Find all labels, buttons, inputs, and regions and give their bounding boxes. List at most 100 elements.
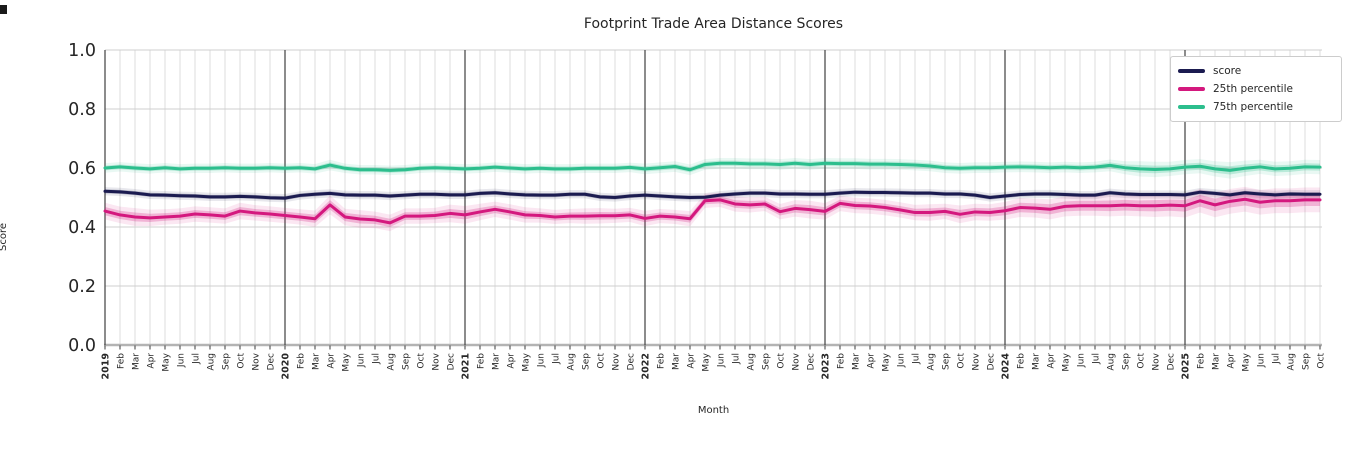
legend-label: 25th percentile xyxy=(1213,83,1293,95)
svg-text:Sep: Sep xyxy=(1122,353,1132,370)
svg-text:Jun: Jun xyxy=(177,353,187,368)
screen-artifact xyxy=(0,5,7,14)
svg-text:Nov: Nov xyxy=(792,352,802,370)
data-lines xyxy=(103,161,1322,225)
svg-text:Apr: Apr xyxy=(867,353,877,369)
svg-text:Nov: Nov xyxy=(432,352,442,370)
svg-text:2022: 2022 xyxy=(641,353,652,379)
svg-text:Jul: Jul xyxy=(1272,353,1282,365)
svg-text:Sep: Sep xyxy=(402,353,412,370)
svg-text:Mar: Mar xyxy=(492,353,502,370)
svg-text:Jun: Jun xyxy=(357,353,367,368)
svg-text:Dec: Dec xyxy=(447,353,457,370)
svg-text:Apr: Apr xyxy=(687,353,697,369)
legend-label: score xyxy=(1213,65,1242,77)
y-axis-label: Score xyxy=(0,223,9,252)
svg-text:Sep: Sep xyxy=(762,353,772,370)
svg-text:Jul: Jul xyxy=(1092,353,1102,365)
svg-text:Dec: Dec xyxy=(987,353,997,370)
svg-text:Nov: Nov xyxy=(1152,352,1162,370)
svg-text:Jul: Jul xyxy=(552,353,562,365)
svg-text:Oct: Oct xyxy=(777,353,787,369)
svg-text:0.0: 0.0 xyxy=(68,336,96,356)
svg-text:Dec: Dec xyxy=(267,353,277,370)
svg-text:Aug: Aug xyxy=(747,353,757,371)
x-tick-marks xyxy=(104,345,1321,350)
svg-text:Jun: Jun xyxy=(897,353,907,368)
svg-text:0.6: 0.6 xyxy=(68,159,96,179)
svg-text:0.2: 0.2 xyxy=(68,277,96,297)
svg-text:2019: 2019 xyxy=(101,353,112,379)
svg-text:Oct: Oct xyxy=(237,353,247,369)
svg-text:Jun: Jun xyxy=(537,353,547,368)
svg-text:Aug: Aug xyxy=(207,353,217,371)
svg-text:Mar: Mar xyxy=(312,353,322,370)
svg-text:1.0: 1.0 xyxy=(68,41,96,61)
svg-text:2023: 2023 xyxy=(821,353,832,379)
svg-text:May: May xyxy=(1242,352,1252,371)
svg-text:2024: 2024 xyxy=(1001,353,1012,380)
svg-text:Jul: Jul xyxy=(372,353,382,365)
svg-text:Apr: Apr xyxy=(507,353,517,369)
svg-text:Sep: Sep xyxy=(222,353,232,370)
svg-text:Mar: Mar xyxy=(1212,353,1222,370)
svg-text:Aug: Aug xyxy=(1287,353,1297,371)
svg-text:Apr: Apr xyxy=(147,353,157,369)
svg-text:Feb: Feb xyxy=(1197,353,1207,369)
svg-text:Jun: Jun xyxy=(1257,353,1267,368)
svg-text:Apr: Apr xyxy=(327,353,337,369)
y-tick-labels: 0.0 0.2 0.4 0.6 0.8 1.0 xyxy=(68,41,96,356)
svg-text:Nov: Nov xyxy=(252,352,262,370)
svg-text:Oct: Oct xyxy=(417,353,427,369)
legend-label: 75th percentile xyxy=(1213,101,1293,113)
svg-text:Jul: Jul xyxy=(912,353,922,365)
svg-text:Dec: Dec xyxy=(807,353,817,370)
svg-text:Jul: Jul xyxy=(192,353,202,365)
svg-text:Feb: Feb xyxy=(297,353,307,369)
legend-line-swatch xyxy=(1178,105,1205,109)
svg-text:Feb: Feb xyxy=(477,353,487,369)
svg-text:May: May xyxy=(702,352,712,371)
svg-text:Apr: Apr xyxy=(1227,353,1237,369)
svg-text:Sep: Sep xyxy=(1302,353,1312,370)
x-tick-labels: 2019 Feb Mar Apr May Jun Jul Aug Sep Oct Nov Dec 202… xyxy=(101,352,1327,379)
svg-text:Aug: Aug xyxy=(567,353,577,371)
svg-text:Apr: Apr xyxy=(1047,353,1057,369)
svg-text:Nov: Nov xyxy=(612,352,622,370)
chart-title: Footprint Trade Area Distance Scores xyxy=(583,16,844,32)
svg-text:Mar: Mar xyxy=(132,353,142,370)
svg-text:May: May xyxy=(1062,352,1072,371)
svg-text:0.8: 0.8 xyxy=(68,100,96,120)
svg-text:May: May xyxy=(882,352,892,371)
svg-text:Mar: Mar xyxy=(852,353,862,370)
svg-text:Oct: Oct xyxy=(957,353,967,369)
legend-line-swatch xyxy=(1178,69,1205,73)
svg-text:Feb: Feb xyxy=(837,353,847,369)
svg-text:2025: 2025 xyxy=(1181,353,1192,379)
svg-text:Feb: Feb xyxy=(1017,353,1027,369)
svg-text:Dec: Dec xyxy=(1167,353,1177,370)
svg-text:May: May xyxy=(342,352,352,371)
svg-text:Nov: Nov xyxy=(972,352,982,370)
legend-entry-score: score xyxy=(1178,62,1333,80)
svg-text:Sep: Sep xyxy=(582,353,592,370)
svg-text:2020: 2020 xyxy=(281,353,292,380)
svg-text:Oct: Oct xyxy=(597,353,607,369)
svg-text:Sep: Sep xyxy=(942,353,952,370)
legend-entry-75th-percentile: 75th percentile xyxy=(1178,98,1333,116)
svg-text:Oct: Oct xyxy=(1317,353,1327,369)
svg-text:Oct: Oct xyxy=(1137,353,1147,369)
svg-text:Jun: Jun xyxy=(1077,353,1087,368)
svg-text:Feb: Feb xyxy=(657,353,667,369)
svg-text:0.4: 0.4 xyxy=(68,218,96,238)
value-gridlines xyxy=(104,49,1322,347)
legend-line-swatch xyxy=(1178,87,1205,91)
svg-text:Mar: Mar xyxy=(1032,353,1042,370)
svg-text:Aug: Aug xyxy=(387,353,397,371)
svg-text:May: May xyxy=(162,352,172,371)
svg-text:Jul: Jul xyxy=(732,353,742,365)
svg-text:Feb: Feb xyxy=(117,353,127,369)
svg-text:2021: 2021 xyxy=(461,353,472,379)
